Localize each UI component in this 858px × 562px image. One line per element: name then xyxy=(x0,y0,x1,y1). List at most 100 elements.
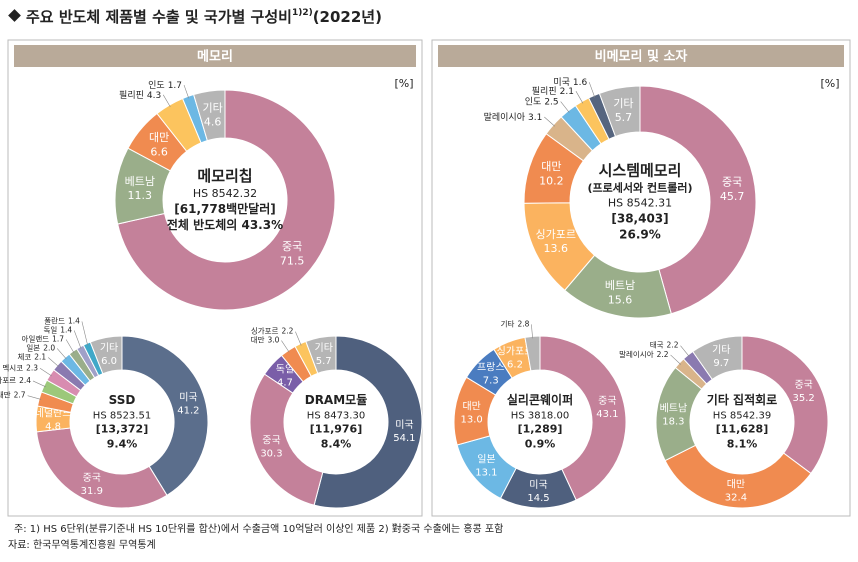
leader-line xyxy=(588,82,596,98)
page-title: 주요 반도체 제품별 수출 및 국가별 구성비1)2)(2022년) xyxy=(26,8,382,26)
center-title: 시스템메모리 xyxy=(599,161,682,179)
slice-value: 2.2 xyxy=(667,341,679,350)
center-amount: [13,372] xyxy=(96,422,149,435)
slice-value: 13.1 xyxy=(475,467,497,478)
slice-value: 18.3 xyxy=(662,416,684,427)
slice-label: 아일랜드 1.7 xyxy=(22,333,65,343)
slice-value: 5.7 xyxy=(615,111,633,124)
center-amount: [38,403] xyxy=(611,211,668,225)
pie-slice xyxy=(313,335,423,509)
slice-value: 71.5 xyxy=(280,254,305,267)
slice-label: 체코 2.1 xyxy=(17,351,46,361)
slice-label: 대만 2.7 xyxy=(0,391,26,400)
slice-value: 2.2 xyxy=(657,350,669,359)
slice-value: 2.7 xyxy=(14,391,26,400)
slice-label: 기타 xyxy=(202,101,222,114)
center-hs: HS 8473.30 xyxy=(307,410,365,421)
pie-slice xyxy=(193,89,226,142)
slice-name: 인도 xyxy=(525,96,542,107)
slice-value: 6.6 xyxy=(150,145,168,158)
slice-label: 프랑스 xyxy=(477,362,505,374)
slice-label: 베트남 xyxy=(125,175,155,188)
slice-name: 폴란드 xyxy=(44,315,65,325)
slice-label: 대만 xyxy=(149,131,169,144)
slice-value: 4.7 xyxy=(277,378,293,389)
slice-value: 7.3 xyxy=(483,376,499,387)
slice-label: 독일 xyxy=(276,364,294,376)
slice-value: 31.9 xyxy=(81,486,103,497)
slice-value: 2.1 xyxy=(560,87,574,97)
slice-label: 미국 xyxy=(395,419,413,431)
leader-line xyxy=(544,116,555,127)
unit-label: [%] xyxy=(820,77,839,90)
slice-value: 2.3 xyxy=(26,363,38,372)
leader-line xyxy=(162,94,171,108)
note: 주: 1) HS 6단위(분류기준내 HS 10단위를 합산)에서 수출금액 1… xyxy=(14,522,503,535)
slice-value: 6.2 xyxy=(507,360,523,371)
center-hs: HS 8542.39 xyxy=(713,410,771,421)
pie-slice xyxy=(741,335,829,475)
pie-slice xyxy=(89,335,123,375)
slice-name: 인도 xyxy=(148,80,165,91)
slice-label: 싱가포르 xyxy=(497,346,534,358)
slice-value: 13.0 xyxy=(461,414,483,425)
leader-line xyxy=(81,321,88,346)
title-suffix: (2022년) xyxy=(313,8,382,26)
slice-label: 대만 xyxy=(541,160,561,173)
slice-label: 베트남 xyxy=(660,402,688,414)
slice-label: 기타 xyxy=(315,342,333,354)
slice-label: 대만 3.0 xyxy=(251,336,280,345)
slice-value: 43.1 xyxy=(596,409,618,420)
center-hs: HS 3818.00 xyxy=(511,410,569,421)
slice-label: 중국 xyxy=(598,395,616,407)
slice-label: 기타 xyxy=(100,342,118,354)
slice-label: 기타 xyxy=(712,344,730,356)
slice-value: 2.8 xyxy=(517,319,529,328)
center-amount: [61,778백만달러] xyxy=(174,201,275,216)
pie-slice xyxy=(692,335,743,381)
pie-slice xyxy=(598,85,641,138)
slice-name: 기타 xyxy=(501,319,515,328)
slice-label: 필리핀 2.1 xyxy=(532,85,574,97)
slice-label: 싱가포르 2.2 xyxy=(251,326,294,336)
slice-label: 기타 xyxy=(613,97,633,110)
pie-slice xyxy=(639,85,757,315)
slice-value: 1.7 xyxy=(168,81,182,91)
slice-label: 말레이시아 3.1 xyxy=(484,110,543,122)
slice-name: 싱가포르 xyxy=(0,375,16,385)
slice-value: 35.2 xyxy=(793,393,815,404)
center-hs: HS 8523.51 xyxy=(93,410,151,421)
center-hs: HS 8542.32 xyxy=(193,187,257,200)
center-title: SSD xyxy=(109,393,136,407)
center-share: 9.4% xyxy=(107,437,138,450)
center-title: 메모리칩 xyxy=(197,167,252,185)
slice-name: 일본 xyxy=(26,343,40,352)
slice-value: 11.3 xyxy=(128,189,153,202)
slice-label: 인도 2.5 xyxy=(525,96,559,107)
slice-value: 45.7 xyxy=(720,190,745,203)
leader-line xyxy=(680,345,690,357)
pie-slice xyxy=(36,427,168,509)
slice-value: 2.4 xyxy=(19,376,31,385)
leader-line xyxy=(56,348,67,360)
slice-value: 9.7 xyxy=(713,358,729,369)
pie-slice xyxy=(121,335,209,496)
slice-name: 말레이시아 xyxy=(619,349,654,359)
slice-label: 중국 xyxy=(83,472,101,484)
slice-label: 대만 xyxy=(727,479,745,491)
source: 자료: 한국무역통계진흥원 무역통계 xyxy=(8,538,156,551)
slice-value: 2.0 xyxy=(43,343,55,352)
center-title: DRAM모듈 xyxy=(305,393,368,407)
slice-label: 필리핀 4.3 xyxy=(119,88,161,100)
slice-value: 3.0 xyxy=(267,336,279,345)
slice-label: 말레이시아 2.2 xyxy=(619,349,669,359)
panel-title: 메모리 xyxy=(197,49,233,65)
title-sup: 1)2) xyxy=(292,8,313,18)
slice-value: 1.6 xyxy=(573,78,588,88)
slice-value: 5.7 xyxy=(316,356,332,367)
slice-value: 1.7 xyxy=(52,334,64,343)
center-title: 기타 집적회로 xyxy=(707,392,777,407)
slice-value: 2.1 xyxy=(34,352,46,361)
slice-value: 2.2 xyxy=(281,327,293,336)
slice-label: 중국 xyxy=(794,379,812,391)
